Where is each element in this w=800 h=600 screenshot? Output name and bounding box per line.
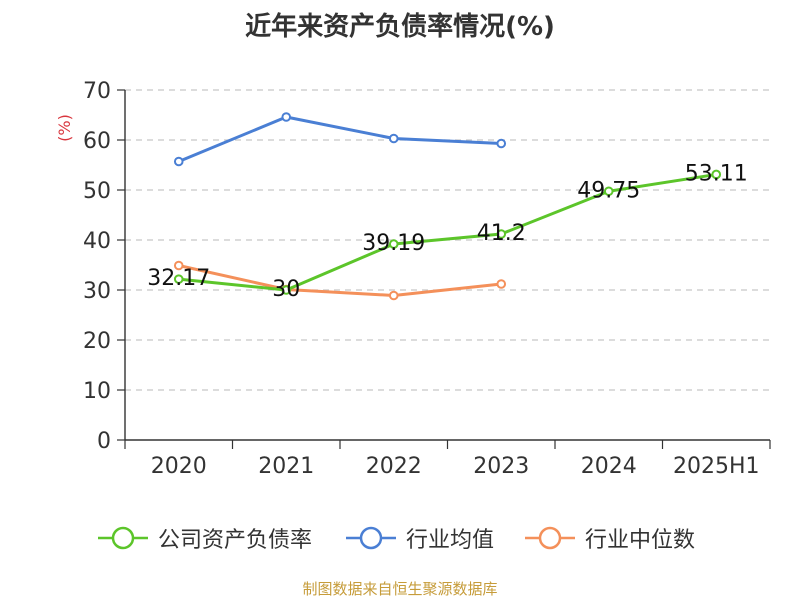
legend-label: 公司资产负债率 (158, 528, 313, 553)
data-point (388, 239, 399, 249)
y-axis-label: (%) (55, 114, 74, 142)
legend-item[interactable]: 行业中位数 (525, 518, 695, 558)
data-point (496, 229, 507, 239)
x-tick-label: 2020 (151, 454, 207, 479)
x-tick-label: 2022 (366, 454, 422, 479)
data-point (388, 290, 399, 301)
chart-title: 近年来资产负债率情况(%) (245, 12, 555, 42)
y-tick-label: 40 (83, 229, 111, 254)
y-tick-label: 0 (97, 429, 111, 454)
y-tick-label: 70 (83, 79, 111, 104)
data-point (281, 285, 292, 295)
data-label: 32.17 (147, 266, 210, 291)
data-point (173, 260, 184, 271)
y-tick-label: 60 (83, 129, 111, 154)
y-tick-label: 20 (83, 329, 111, 354)
data-point (496, 279, 507, 289)
data-label: 49.75 (577, 178, 640, 203)
legend-swatch (346, 526, 396, 550)
legend-label: 行业中位数 (585, 528, 696, 553)
y-tick-label: 10 (83, 379, 111, 404)
legend-label: 行业均值 (406, 528, 495, 553)
data-point (173, 156, 184, 167)
source-note: 制图数据来自恒生聚源数据库 (302, 580, 498, 598)
data-label: 41.2 (477, 221, 526, 246)
series-line-2 (178, 264, 502, 297)
legend-item[interactable]: 行业均值 (346, 518, 494, 558)
legend-swatch (98, 526, 148, 550)
series-line-1 (178, 115, 502, 163)
series-line-0 (178, 172, 717, 292)
legend-item[interactable]: 公司资产负债率 (98, 518, 312, 558)
data-point (173, 274, 184, 284)
y-tick-label: 30 (83, 279, 111, 304)
x-tick-label: 2023 (473, 454, 529, 479)
x-tick-label: 2025H1 (673, 454, 760, 479)
data-label: 53.11 (685, 161, 748, 186)
legend-swatch (525, 526, 575, 550)
x-tick-label: 2021 (258, 454, 314, 479)
data-label: 30 (272, 277, 300, 302)
x-tick-label: 2024 (581, 454, 637, 479)
data-point (281, 112, 292, 122)
data-label: 39.19 (362, 231, 425, 256)
data-point (603, 186, 614, 197)
data-point (496, 138, 507, 149)
y-tick-label: 50 (83, 179, 111, 204)
chart-legend: 公司资产负债率 行业均值 行业中位数 (0, 518, 800, 558)
data-point (388, 133, 399, 144)
data-point (711, 169, 722, 180)
